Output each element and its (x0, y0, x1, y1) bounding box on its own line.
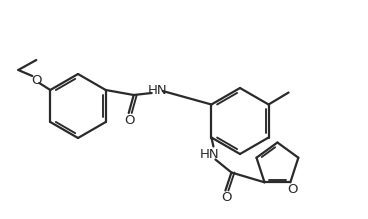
Text: O: O (124, 113, 135, 127)
Text: O: O (287, 183, 298, 196)
Text: HN: HN (199, 148, 219, 161)
Text: O: O (31, 74, 42, 87)
Text: O: O (221, 191, 232, 204)
Text: HN: HN (148, 85, 167, 97)
